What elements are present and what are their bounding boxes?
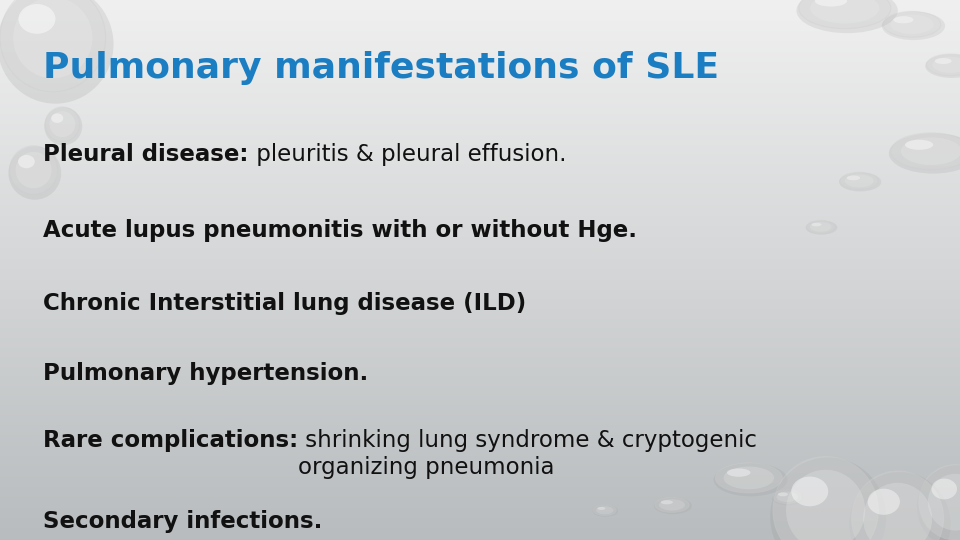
Ellipse shape [881,11,945,40]
Ellipse shape [935,58,951,64]
Text: pleuritis & pleural effusion.: pleuritis & pleural effusion. [249,143,566,166]
Ellipse shape [806,220,835,233]
Ellipse shape [50,111,75,137]
Ellipse shape [9,146,61,200]
Text: Secondary infections.: Secondary infections. [43,510,323,534]
Ellipse shape [863,483,932,540]
Ellipse shape [883,11,941,37]
Ellipse shape [655,497,689,512]
Ellipse shape [0,0,113,104]
Ellipse shape [773,490,802,504]
Ellipse shape [905,140,933,150]
Ellipse shape [810,0,879,23]
Ellipse shape [799,0,891,29]
Ellipse shape [850,472,950,540]
Ellipse shape [900,137,960,165]
Ellipse shape [597,507,606,510]
Text: Pleural disease:: Pleural disease: [43,143,249,166]
Ellipse shape [891,133,960,170]
Ellipse shape [44,107,83,145]
Ellipse shape [0,0,106,92]
Ellipse shape [927,474,960,530]
Ellipse shape [815,0,847,6]
Ellipse shape [889,133,960,173]
Ellipse shape [931,478,957,500]
Ellipse shape [773,456,878,540]
Ellipse shape [797,0,898,33]
Ellipse shape [596,507,613,514]
Ellipse shape [592,505,618,517]
Ellipse shape [926,54,960,76]
Ellipse shape [45,107,80,141]
Ellipse shape [10,146,58,194]
Ellipse shape [791,476,828,507]
Ellipse shape [654,497,692,514]
Text: Rare complications:: Rare complications: [43,429,299,453]
Ellipse shape [925,54,960,78]
Ellipse shape [778,492,788,496]
Ellipse shape [13,0,92,78]
Ellipse shape [770,457,886,540]
Ellipse shape [51,113,63,123]
Text: Pulmonary manifestations of SLE: Pulmonary manifestations of SLE [43,51,719,85]
Ellipse shape [660,500,673,504]
Ellipse shape [805,220,837,235]
Ellipse shape [847,176,860,180]
Ellipse shape [724,467,774,489]
Ellipse shape [777,491,798,502]
Ellipse shape [840,172,878,190]
Ellipse shape [18,4,56,33]
Ellipse shape [845,174,874,187]
Ellipse shape [713,463,787,496]
Ellipse shape [932,57,960,73]
Ellipse shape [811,222,822,226]
Text: shrinking lung syndrome & cryptogenic
organizing pneumonia: shrinking lung syndrome & cryptogenic or… [299,429,757,479]
Text: Pulmonary hypertension.: Pulmonary hypertension. [43,362,369,385]
Ellipse shape [917,465,960,540]
Text: Acute lupus pneumonitis with or without Hge.: Acute lupus pneumonitis with or without … [43,219,637,242]
Ellipse shape [919,464,960,540]
Text: Chronic Interstitial lung disease (ILD): Chronic Interstitial lung disease (ILD) [43,292,526,315]
Ellipse shape [839,172,881,192]
Ellipse shape [810,222,831,232]
Ellipse shape [893,16,913,23]
Ellipse shape [18,155,35,168]
Ellipse shape [659,499,685,511]
Ellipse shape [891,15,933,34]
Ellipse shape [593,505,616,516]
Ellipse shape [15,152,52,188]
Ellipse shape [772,490,804,505]
Ellipse shape [727,468,751,477]
Ellipse shape [852,471,944,540]
Ellipse shape [868,489,900,515]
Ellipse shape [786,470,865,540]
Ellipse shape [715,463,782,493]
